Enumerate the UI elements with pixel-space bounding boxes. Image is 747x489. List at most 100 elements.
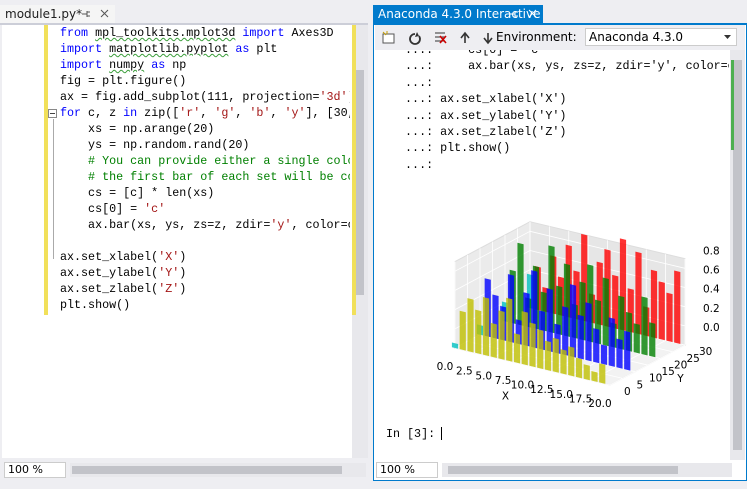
bar <box>451 342 459 349</box>
scroll-marker <box>352 25 356 315</box>
x-tick-label: 0.0 <box>437 361 454 373</box>
bar <box>649 322 656 358</box>
change-bar <box>44 25 48 315</box>
code-line <box>60 233 350 249</box>
outline-line <box>53 119 54 259</box>
toolbar-icons[interactable] <box>381 30 501 46</box>
console[interactable]: ...: cs[0] = 'c' ...: ax.bar(xs, ys, zs=… <box>374 50 729 460</box>
bar <box>467 298 474 353</box>
y-tick-label: 25 <box>687 353 700 365</box>
environment-dropdown[interactable]: Anaconda 4.3.0 <box>585 28 737 46</box>
code-token: in <box>123 106 138 120</box>
bar <box>513 333 521 364</box>
bar <box>575 357 583 379</box>
bar <box>556 285 563 336</box>
editor-zoom[interactable]: 100 % <box>4 462 66 478</box>
code-token: cs[0] = <box>60 202 145 216</box>
prompt-line[interactable]: In [3]: <box>386 427 443 441</box>
code-line: plt.show() <box>60 297 350 313</box>
x-tick-label: 20.0 <box>588 398 611 410</box>
code-token: , <box>270 106 285 120</box>
code-token: ax.set_zlabel( <box>60 282 159 296</box>
output-line: ...: ax.set_xlabel('X') <box>384 92 567 107</box>
code-line: cs[0] = 'c' <box>60 201 350 217</box>
bar <box>674 270 681 344</box>
editor-tab[interactable]: module1.py* <box>0 5 115 23</box>
code-token: ) <box>348 90 350 104</box>
collapse-box[interactable] <box>48 109 58 119</box>
output-line: ...: <box>384 75 434 90</box>
bar <box>599 363 606 384</box>
code-token: 'Z' <box>158 282 180 296</box>
x-tick-label: 7.5 <box>495 375 512 387</box>
y-tick-label: 20 <box>674 359 687 371</box>
console-zoom[interactable]: 100 % <box>376 462 438 478</box>
code-line: cs = [c] * len(xs) <box>60 185 350 201</box>
code-token: ax.set_ylabel( <box>60 266 159 280</box>
tab-icons <box>82 9 109 18</box>
bar <box>529 322 536 368</box>
code-token: import <box>242 26 285 40</box>
code-token: np <box>165 58 187 72</box>
bar <box>618 295 625 350</box>
code-line: import matplotlib.pyplot as plt <box>60 41 350 57</box>
code-token: import <box>60 42 103 56</box>
code-token: # the first bar of each set will be co <box>60 170 350 184</box>
x-tick-label: 10.0 <box>511 380 534 392</box>
code-line: fig = plt.figure() <box>60 73 350 89</box>
code-token: 'c' <box>144 202 166 216</box>
scroll-thumb[interactable] <box>72 466 342 474</box>
console-scrollbar[interactable] <box>730 50 745 460</box>
scroll-thumb[interactable] <box>356 70 364 295</box>
code-line: ax.set_xlabel('X') <box>60 249 350 265</box>
code-token: as <box>151 58 166 72</box>
code-line: from mpl_toolkits.mplot3d import Axes3D <box>60 25 350 41</box>
x-tick-label: 17.5 <box>569 393 592 405</box>
bar <box>635 251 642 335</box>
bar <box>562 306 569 356</box>
code-token: matplotlib.pyplot <box>109 42 229 56</box>
code-line: for c, z in zip(['r', 'g', 'b', 'y'], [3… <box>60 105 350 121</box>
output-line: ...: ax.set_zlabel('Z') <box>384 124 567 139</box>
code-editor[interactable]: from mpl_toolkits.mplot3d import Axes3D i… <box>2 25 368 458</box>
code-token: ) <box>179 250 187 264</box>
zoom-text: 100 % <box>8 463 43 476</box>
horizontal-scrollbar[interactable] <box>442 463 732 477</box>
bar <box>583 364 590 381</box>
x-tick-label: 15.0 <box>550 389 573 401</box>
horizontal-scrollbar[interactable] <box>70 463 366 477</box>
bar <box>585 302 592 362</box>
code-token: 'r' <box>179 106 201 120</box>
bar <box>593 328 600 364</box>
bar <box>552 337 559 373</box>
editor-tab-title: module1.py* <box>5 7 83 21</box>
z-tick-label: 0.2 <box>703 303 720 315</box>
z-tick-label: 0.4 <box>703 284 720 296</box>
code-token: ax.set_xlabel( <box>60 250 159 264</box>
tab-icons <box>510 9 537 18</box>
code-token: 'g' <box>214 106 236 120</box>
scroll-thumb[interactable] <box>733 60 742 450</box>
bar <box>569 284 577 358</box>
x-tick-label: 2.5 <box>456 366 473 378</box>
z-tick-label: 0.6 <box>703 265 720 277</box>
bar <box>666 292 673 343</box>
bar <box>490 322 497 358</box>
code-line: ys = np.random.rand(20) <box>60 137 350 153</box>
code-token: 'y' <box>284 106 306 120</box>
interactive-tab-title: Anaconda 4.3.0 Interactive <box>378 7 541 21</box>
code-line: ax.set_ylabel('Y') <box>60 265 350 281</box>
grid-line <box>454 230 531 272</box>
z-tick-label: 0.8 <box>703 245 720 257</box>
toolbar: Environment: Anaconda 4.3.0 <box>375 25 745 50</box>
x-axis-label: X <box>502 391 509 403</box>
code-token: , color=c <box>291 218 350 232</box>
bar <box>577 314 584 360</box>
interactive-tab[interactable]: Anaconda 4.3.0 Interactive <box>373 5 543 23</box>
vertical-scrollbar[interactable] <box>352 25 368 458</box>
bar <box>475 309 482 355</box>
scroll-thumb[interactable] <box>448 466 678 474</box>
z-tick-label: 0.0 <box>703 322 720 334</box>
bar <box>650 269 658 339</box>
code-token: mpl_toolkits.mplot3d <box>95 26 236 40</box>
